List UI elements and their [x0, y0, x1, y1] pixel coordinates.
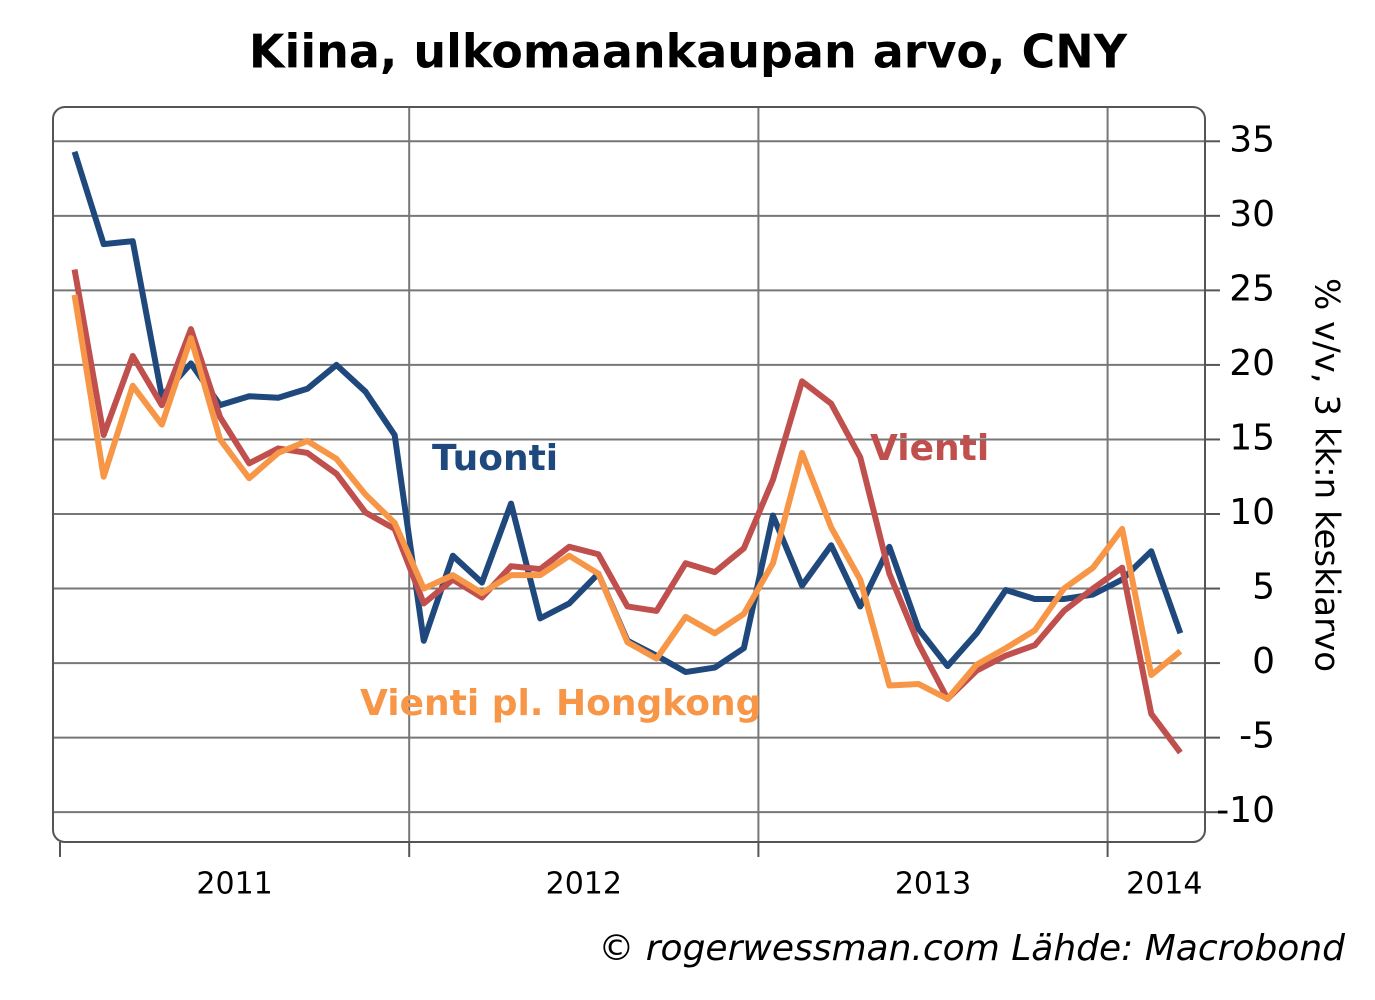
y-tick-label: 15	[1229, 417, 1275, 458]
source: © rogerwessman.com Lähde: Macrobond	[598, 928, 1346, 969]
chart-title: Kiina, ulkomaankaupan arvo, CNY	[249, 25, 1128, 79]
y-tick-label: 5	[1252, 567, 1275, 608]
y-tick-label: -10	[1216, 790, 1275, 831]
x-tick-label: 2013	[895, 867, 971, 902]
y-tick-label: 20	[1229, 343, 1275, 384]
y-tick-label: -5	[1239, 716, 1275, 757]
y-axis-label: % v/v, 3 kk:n keskiarvo	[1307, 278, 1347, 672]
series-label: Vienti	[870, 428, 989, 469]
y-tick-label: 10	[1229, 492, 1275, 533]
y-tick-label: 25	[1229, 268, 1275, 309]
y-tick-label: 35	[1229, 119, 1275, 160]
series-line	[71, 268, 1183, 755]
series-label: Tuonti	[432, 438, 558, 479]
series-label: Vienti pl. Hongkong	[360, 683, 761, 724]
series-line	[71, 294, 1183, 702]
series-line	[71, 150, 1184, 676]
x-tick-label: 2014	[1126, 867, 1202, 902]
plot-frame	[52, 106, 1206, 843]
x-tick-label: 2011	[196, 867, 272, 902]
x-tick-label: 2012	[546, 867, 622, 902]
y-tick-label: 30	[1229, 194, 1275, 235]
y-tick-label: 0	[1252, 641, 1275, 682]
